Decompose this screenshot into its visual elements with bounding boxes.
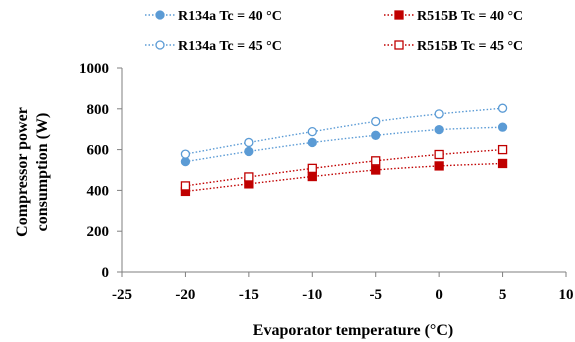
y-tick-label: 800 xyxy=(87,102,110,118)
data-point xyxy=(180,181,191,191)
x-tick-label: -10 xyxy=(302,287,322,303)
series-2 xyxy=(180,158,508,197)
data-point xyxy=(434,109,444,119)
data-point xyxy=(244,137,254,148)
legend: R134a Tc = 40 °C R515B Tc = 40 °C R134a Tc… xyxy=(145,9,523,54)
legend-swatch-marker xyxy=(394,40,404,50)
data-point xyxy=(244,172,254,182)
data-point xyxy=(497,158,508,169)
y-tick-label: 0 xyxy=(102,265,110,281)
x-tick-label: -15 xyxy=(239,287,259,303)
legend-label: R515B Tc = 45 °C xyxy=(417,39,523,54)
legend-label: R515B Tc = 40 °C xyxy=(417,9,523,24)
legend-item: R515B Tc = 40 °C xyxy=(384,9,523,24)
data-point xyxy=(307,126,317,137)
legend-swatch-marker xyxy=(394,10,404,20)
y-tick-label: 600 xyxy=(87,143,110,159)
x-axis-title: Evaporator temperature (°C) xyxy=(253,322,453,339)
x-tick-label: 10 xyxy=(559,287,574,303)
series-line xyxy=(185,107,503,155)
y-axis-ticks: 0 200 400 600 800 1000 xyxy=(79,61,122,281)
y-tick-label: 200 xyxy=(87,224,110,240)
data-point xyxy=(434,149,444,160)
x-axis-ticks: -25 -20 -15 -10 -5 0 5 10 xyxy=(112,272,574,303)
data-point xyxy=(371,130,381,140)
data-point xyxy=(180,149,191,159)
data-point xyxy=(371,165,381,175)
legend-swatch-marker xyxy=(155,40,165,50)
legend-swatch-marker xyxy=(155,10,165,20)
data-point xyxy=(244,146,254,157)
data-point xyxy=(434,124,444,135)
series-3 xyxy=(180,103,508,159)
x-tick-label: 5 xyxy=(499,287,507,303)
x-tick-label: -25 xyxy=(112,287,132,303)
data-point xyxy=(307,137,317,148)
x-tick-label: -5 xyxy=(369,287,382,303)
data-point xyxy=(180,156,191,167)
y-tick-label: 400 xyxy=(87,183,110,199)
series-group xyxy=(180,103,508,197)
data-point xyxy=(371,156,381,166)
series-line xyxy=(185,148,503,187)
series-1 xyxy=(180,122,508,167)
legend-item: R134a Tc = 40 °C xyxy=(145,9,282,24)
data-point xyxy=(434,161,444,171)
legend-item: R515B Tc = 45 °C xyxy=(384,39,523,54)
series-line xyxy=(185,162,503,193)
series-line xyxy=(185,126,503,163)
x-tick-label: 0 xyxy=(435,287,443,303)
legend-item: R134a Tc = 45 °C xyxy=(145,39,282,54)
y-axis-title-line-1: Compressor power xyxy=(14,107,31,237)
y-axis-title-line-2: consumption (W) xyxy=(34,113,51,232)
x-tick-label: -20 xyxy=(175,287,195,303)
data-point xyxy=(497,122,508,132)
data-point xyxy=(371,116,381,127)
data-point xyxy=(307,163,317,174)
y-tick-label: 1000 xyxy=(79,61,109,77)
series-4 xyxy=(180,144,508,191)
data-point xyxy=(497,103,508,113)
data-point xyxy=(497,144,508,155)
legend-label: R134a Tc = 45 °C xyxy=(178,39,282,54)
legend-label: R134a Tc = 40 °C xyxy=(178,9,282,24)
data-point xyxy=(307,171,317,182)
plot-area: 0 200 400 600 800 1000 -25 -20 -15 -10 -5 0 5 10 xyxy=(79,61,574,303)
